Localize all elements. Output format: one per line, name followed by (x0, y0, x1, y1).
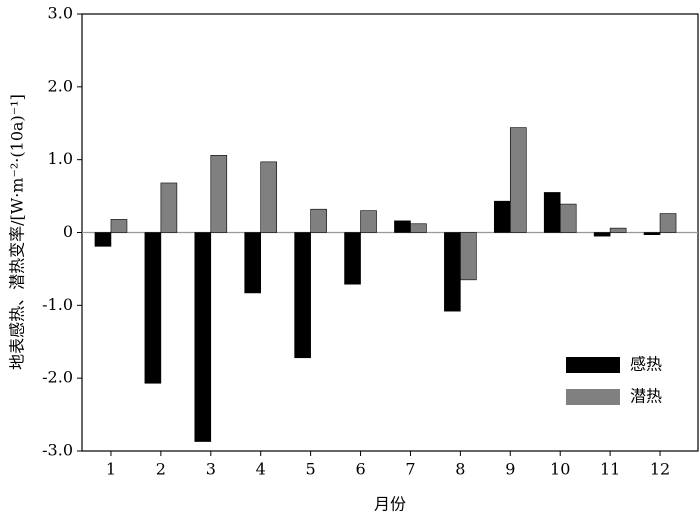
bar (593, 232, 611, 237)
bar (410, 223, 427, 233)
x-tick-label: 11 (600, 460, 620, 479)
legend-label: 潜热 (630, 387, 662, 406)
bar (360, 210, 377, 233)
x-tick-label: 1 (106, 460, 116, 479)
bar (543, 192, 561, 233)
bar (609, 227, 627, 233)
x-tick-label: 5 (306, 460, 316, 479)
y-tick-label: -3.0 (42, 441, 73, 460)
y-tick-label: 1.0 (48, 149, 73, 168)
x-tick-label: 4 (256, 460, 266, 479)
bar (210, 154, 228, 233)
y-tick-label: 3.0 (48, 4, 73, 23)
x-tick-label: 7 (405, 460, 415, 479)
y-axis-label: 地表感热、潜热变率/[W·m⁻²·(10a)⁻¹] (8, 94, 27, 370)
bar (643, 232, 661, 235)
bar (559, 203, 577, 233)
bar (294, 232, 311, 359)
bar (460, 232, 477, 281)
legend-swatch (566, 357, 620, 373)
bar (144, 232, 162, 384)
x-tick-label: 12 (650, 460, 670, 479)
bar (160, 182, 178, 233)
y-tick-label: 0 (63, 222, 73, 241)
x-tick-label: 6 (355, 460, 365, 479)
legend-label: 感热 (630, 355, 662, 374)
bar (94, 232, 112, 247)
bar (110, 219, 128, 233)
bar (444, 232, 461, 312)
x-axis-label: 月份 (374, 495, 406, 514)
x-tick-label: 2 (156, 460, 166, 479)
bar (310, 208, 327, 233)
bar (194, 232, 212, 442)
y-tick-label: -1.0 (42, 295, 73, 314)
x-tick-label: 9 (505, 460, 515, 479)
x-tick-label: 10 (550, 460, 570, 479)
bar (344, 232, 361, 285)
legend-swatch (566, 389, 620, 405)
bar (394, 220, 411, 233)
y-tick-label: 2.0 (48, 76, 73, 95)
x-tick-label: 3 (206, 460, 216, 479)
bar (509, 127, 527, 233)
bar (260, 161, 278, 233)
y-tick-label: -2.0 (42, 368, 73, 387)
bar (493, 200, 511, 233)
bar (244, 232, 262, 294)
bar (659, 213, 677, 233)
x-tick-label: 8 (455, 460, 465, 479)
